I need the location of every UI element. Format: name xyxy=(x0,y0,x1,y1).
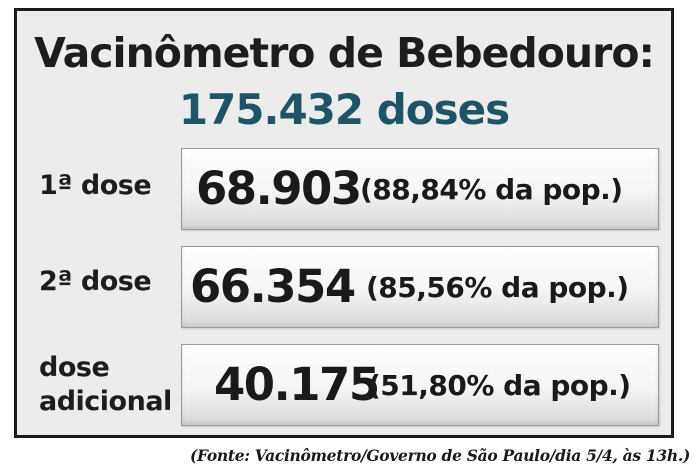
first-dose-percent: (88,84% da pop.) xyxy=(360,173,623,206)
additional-dose-label: dose adicional xyxy=(39,351,172,419)
additional-dose-label-line1: dose xyxy=(39,352,110,383)
second-dose-percent: (85,56% da pop.) xyxy=(366,271,629,304)
first-dose-label: 1ª dose xyxy=(39,169,152,203)
first-dose-value: 68.903 xyxy=(196,162,362,215)
additional-dose-value: 40.175 xyxy=(214,358,380,411)
panel-title: Vacinômetro de Bebedouro: xyxy=(34,29,655,77)
total-doses: 175.432 doses xyxy=(178,85,510,134)
first-dose-box: 68.903 (88,84% da pop.) xyxy=(181,148,659,230)
additional-dose-percent: (51,80% da pop.) xyxy=(368,369,631,402)
source-caption: (Fonte: Vacinômetro/Governo de São Paulo… xyxy=(189,446,690,465)
second-dose-value: 66.354 xyxy=(190,260,356,313)
second-dose-box: 66.354 (85,56% da pop.) xyxy=(181,246,659,328)
vaccine-panel: Vacinômetro de Bebedouro: 175.432 doses … xyxy=(14,8,674,438)
additional-dose-label-line2: adicional xyxy=(39,386,172,417)
first-dose-label-text: 1ª dose xyxy=(39,170,152,201)
additional-dose-box: 40.175 (51,80% da pop.) xyxy=(181,344,659,426)
second-dose-label-text: 2ª dose xyxy=(39,266,152,297)
second-dose-label: 2ª dose xyxy=(39,265,152,299)
